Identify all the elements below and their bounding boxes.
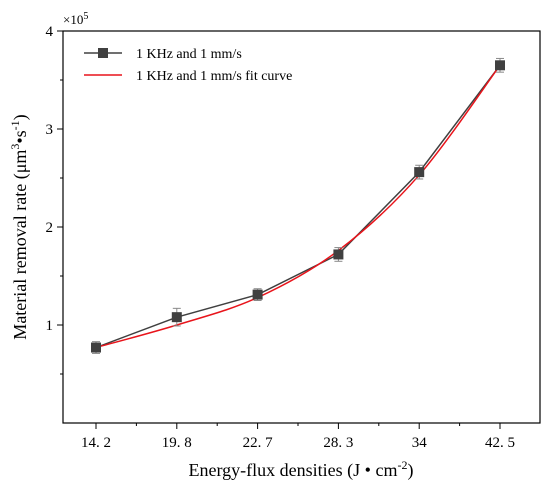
x-axis-title-tail: ) — [407, 460, 413, 481]
y-axis-title-3: ) — [10, 114, 31, 120]
data-point — [91, 342, 101, 353]
data-point — [333, 249, 344, 260]
y-axis-title-1: Material removal rate (μm — [10, 150, 31, 340]
data-series-line — [95, 64, 501, 349]
x-tick-label: 28. 3 — [323, 435, 353, 451]
y-tick-label: 4 — [46, 24, 54, 40]
x-axis-title-sup: -2 — [397, 458, 407, 472]
legend: 1 KHz and 1 mm/s 1 KHz and 1 mm/s fit cu… — [84, 47, 292, 84]
plot-frame — [62, 30, 541, 424]
y-axis-title: Material removal rate (μm3•s-1) — [8, 114, 31, 339]
fit-curve — [95, 64, 501, 349]
y-tick-label: 3 — [46, 122, 54, 138]
x-tick-label: 19. 8 — [162, 435, 192, 451]
x-tick-label: 22. 7 — [243, 435, 274, 451]
y-tick-label: 1 — [46, 318, 54, 334]
x-ticks: 14. 2 19. 8 22. 7 28. 3 34 42. 5 — [81, 423, 515, 451]
y-axis-title-sup1: 3 — [8, 144, 22, 150]
legend-data-marker — [98, 48, 108, 58]
legend-fit-label: 1 KHz and 1 mm/s fit curve — [136, 69, 292, 84]
y-multiplier-exp: 5 — [83, 11, 88, 22]
y-ticks: 1 2 3 4 — [46, 24, 63, 375]
data-point — [414, 167, 425, 178]
data-point — [171, 312, 182, 323]
y-axis-title-2: •s — [10, 130, 30, 143]
x-axis-title-main: Energy-flux densities (J • cm — [189, 460, 398, 481]
y-axis-title-sup2: -1 — [8, 120, 22, 130]
x-tick-label: 42. 5 — [485, 435, 515, 451]
series-layer — [91, 57, 505, 354]
legend-data-label: 1 KHz and 1 mm/s — [136, 47, 242, 62]
y-multiplier: ×105 — [63, 11, 88, 27]
data-point — [495, 60, 505, 71]
x-tick-label: 34 — [412, 435, 428, 451]
data-point — [252, 289, 263, 300]
y-tick-label: 2 — [46, 220, 54, 236]
y-multiplier-base: ×10 — [63, 12, 83, 27]
x-axis-title: Energy-flux densities (J • cm-2) — [189, 458, 414, 481]
x-tick-label: 14. 2 — [81, 435, 111, 451]
